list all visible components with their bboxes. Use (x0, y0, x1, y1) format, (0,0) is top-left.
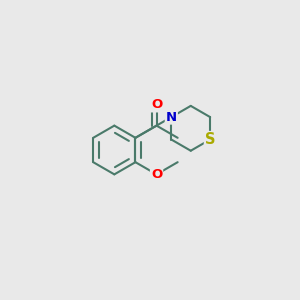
Text: N: N (166, 111, 177, 124)
Text: O: O (151, 168, 162, 181)
Text: S: S (205, 132, 215, 147)
Text: O: O (151, 98, 162, 111)
